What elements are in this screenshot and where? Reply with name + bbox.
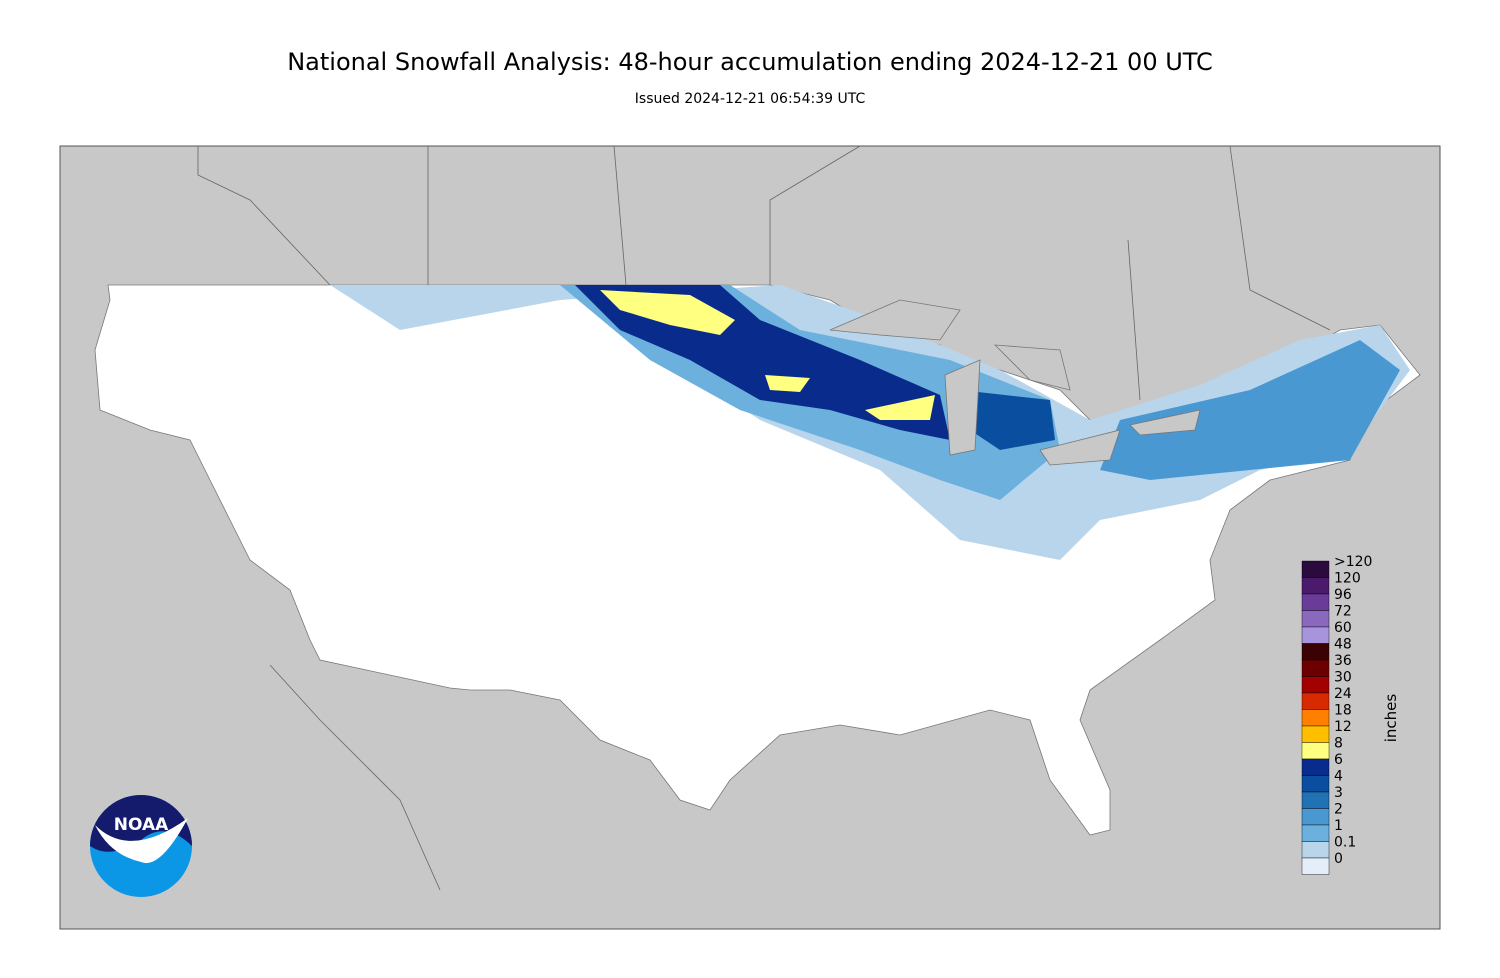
legend-swatch: [1301, 643, 1330, 661]
legend-label: 12: [1334, 719, 1352, 735]
legend-label: 3: [1334, 785, 1343, 801]
legend-label: 48: [1334, 637, 1352, 653]
legend-swatch: [1301, 577, 1330, 595]
legend-label: 1: [1334, 818, 1343, 834]
legend-label: 8: [1334, 736, 1343, 752]
legend-swatch: [1301, 857, 1330, 875]
legend-label: 60: [1334, 620, 1352, 636]
legend-swatch: [1301, 742, 1330, 760]
legend-swatch: [1301, 676, 1330, 694]
legend-label: 120: [1334, 571, 1361, 587]
legend-unit: inches: [1382, 694, 1400, 743]
legend-swatch: [1301, 560, 1330, 578]
legend-label: 24: [1334, 686, 1352, 702]
legend-swatch: [1301, 775, 1330, 793]
legend-label: 4: [1334, 769, 1343, 785]
legend-label: 96: [1334, 587, 1352, 603]
legend-label: 2: [1334, 802, 1343, 818]
legend-swatch: [1301, 758, 1330, 776]
legend-label: >120: [1334, 554, 1372, 570]
legend-swatch: [1301, 709, 1330, 727]
legend-label: 72: [1334, 604, 1352, 620]
legend-label: 0: [1334, 851, 1343, 867]
great-lakes: [829, 299, 1201, 466]
legend-swatch: [1301, 808, 1330, 826]
legend-swatch: [1301, 841, 1330, 859]
title: National Snowfall Analysis: 48-hour accu…: [287, 48, 1213, 76]
legend-label: 36: [1334, 653, 1352, 669]
legend-label: 18: [1334, 703, 1352, 719]
borders: [197, 145, 1331, 891]
legend-swatch: [1301, 659, 1330, 677]
legend-label: 30: [1334, 670, 1352, 686]
legend-swatch: [1301, 626, 1330, 644]
legend-label: 6: [1334, 752, 1343, 768]
legend-swatch: [1301, 593, 1330, 611]
legend-label: 0.1: [1334, 835, 1356, 851]
legend-swatch: [1301, 791, 1330, 809]
legend-swatch: [1301, 692, 1330, 710]
subtitle: Issued 2024-12-21 06:54:39 UTC: [635, 91, 866, 107]
legend-swatch: [1301, 725, 1330, 743]
logo-text: NOAA: [114, 815, 169, 835]
legend-swatch: [1301, 610, 1330, 628]
snow-areas: [330, 285, 1410, 560]
noaa-logo: NOAA: [90, 795, 192, 897]
legend-swatch: [1301, 824, 1330, 842]
